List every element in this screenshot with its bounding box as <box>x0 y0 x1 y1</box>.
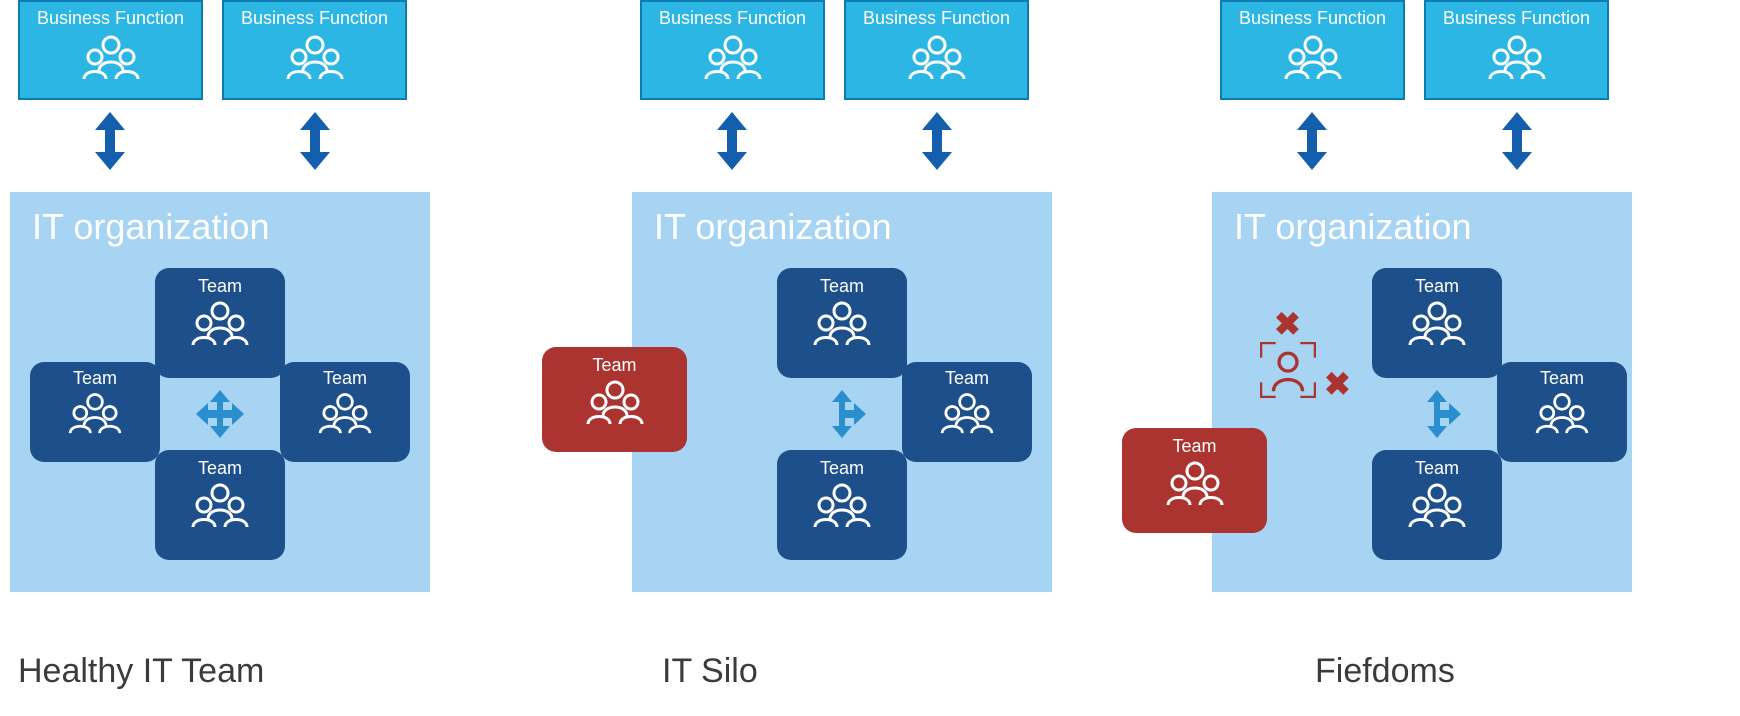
double-arrow-icon <box>922 112 952 170</box>
people-group-icon <box>1487 31 1547 81</box>
team-box: Team <box>30 362 160 462</box>
business-function-box: Business Function <box>1424 0 1609 100</box>
it-organization-title: IT organization <box>632 192 1052 248</box>
people-group-icon <box>67 389 123 435</box>
team-label: Team <box>30 362 160 389</box>
business-function-label: Business Function <box>642 2 823 29</box>
panel-healthy: Business Function Business Function IT o… <box>0 0 580 716</box>
team-label: Team <box>902 362 1032 389</box>
team-label: Team <box>777 450 907 479</box>
people-group-icon <box>812 297 872 347</box>
team-box-silo: Team <box>542 347 687 452</box>
it-organization-box: IT organization Team Team Team ✖ ✖ Team <box>1212 192 1632 592</box>
team-box: Team <box>280 362 410 462</box>
panel-caption: Fiefdoms <box>1315 652 1455 691</box>
it-organization-box: IT organization Team Team Team Team <box>10 192 430 592</box>
collaboration-center <box>803 384 881 444</box>
x-mark-icon: ✖ <box>1274 308 1301 340</box>
team-box: Team <box>1372 450 1502 560</box>
people-group-icon <box>1283 31 1343 81</box>
people-group-icon <box>1534 389 1590 435</box>
collab-3way-arrow-icon <box>818 390 866 438</box>
team-box: Team <box>155 450 285 560</box>
double-arrow-icon <box>1297 112 1327 170</box>
people-group-icon <box>585 376 645 426</box>
business-function-label: Business Function <box>224 2 405 29</box>
team-label: Team <box>1122 428 1267 457</box>
team-label: Team <box>155 450 285 479</box>
panel-fiefdoms: Business Function Business Function IT o… <box>1160 0 1740 716</box>
team-box: Team <box>777 450 907 560</box>
it-organization-box: IT organization Team Team Team Team <box>632 192 1052 592</box>
business-function-box: Business Function <box>844 0 1029 100</box>
business-function-label: Business Function <box>1222 2 1403 29</box>
it-organization-title: IT organization <box>1212 192 1632 248</box>
panel-silo: Business Function Business Function IT o… <box>580 0 1160 716</box>
double-arrow-icon <box>95 112 125 170</box>
people-group-icon <box>907 31 967 81</box>
team-box-fiefdom: Team <box>1122 428 1267 533</box>
business-function-box: Business Function <box>222 0 407 100</box>
people-group-icon <box>190 297 250 347</box>
team-box: Team <box>1497 362 1627 462</box>
double-arrow-icon <box>300 112 330 170</box>
team-box: Team <box>155 268 285 378</box>
team-box: Team <box>1372 268 1502 378</box>
people-group-icon <box>703 31 763 81</box>
collab-4way-arrow-icon <box>196 390 244 438</box>
team-label: Team <box>155 268 285 297</box>
people-group-icon <box>1165 457 1225 507</box>
collaboration-center <box>1398 384 1476 444</box>
people-group-icon <box>285 31 345 81</box>
team-box: Team <box>902 362 1032 462</box>
business-function-box: Business Function <box>18 0 203 100</box>
collab-3way-arrow-icon <box>1413 390 1461 438</box>
panel-caption: IT Silo <box>662 652 758 691</box>
business-function-box: Business Function <box>640 0 825 100</box>
team-label: Team <box>1497 362 1627 389</box>
panel-caption: Healthy IT Team <box>18 652 264 691</box>
team-label: Team <box>542 347 687 376</box>
people-group-icon <box>1407 297 1467 347</box>
team-label: Team <box>777 268 907 297</box>
team-box: Team <box>777 268 907 378</box>
people-group-icon <box>317 389 373 435</box>
people-group-icon <box>1407 479 1467 529</box>
people-group-icon <box>190 479 250 529</box>
team-label: Team <box>280 362 410 389</box>
team-label: Team <box>1372 450 1502 479</box>
x-mark-icon: ✖ <box>1324 368 1351 400</box>
double-arrow-icon <box>717 112 747 170</box>
business-function-label: Business Function <box>20 2 201 29</box>
blocked-person-icon <box>1260 342 1316 398</box>
people-group-icon <box>939 389 995 435</box>
people-group-icon <box>812 479 872 529</box>
business-function-box: Business Function <box>1220 0 1405 100</box>
collaboration-center <box>181 384 259 444</box>
business-function-label: Business Function <box>1426 2 1607 29</box>
it-organization-title: IT organization <box>10 192 430 248</box>
double-arrow-icon <box>1502 112 1532 170</box>
business-function-label: Business Function <box>846 2 1027 29</box>
team-label: Team <box>1372 268 1502 297</box>
people-group-icon <box>81 31 141 81</box>
